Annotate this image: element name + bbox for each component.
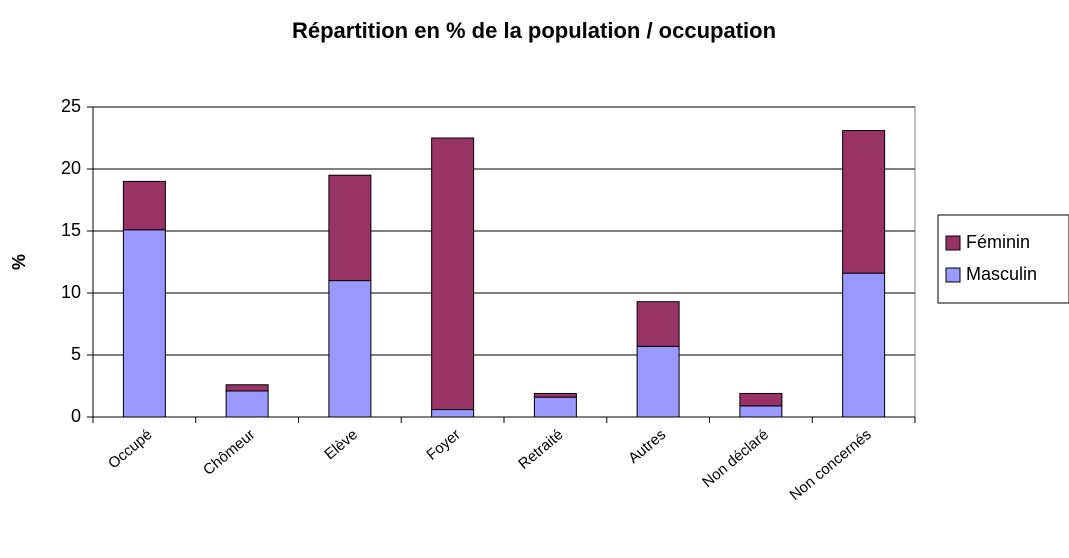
x-tick-label: Occupé	[105, 426, 156, 472]
legend-box	[937, 214, 1069, 304]
legend-swatch	[945, 267, 961, 283]
y-tick-label: 10	[61, 282, 81, 302]
bar-segment	[533, 396, 577, 418]
y-tick-label: 20	[61, 158, 81, 178]
bar-segment	[225, 384, 269, 392]
x-tick-label: Chômeur	[200, 426, 258, 479]
bar-segment	[842, 272, 886, 418]
y-axis-label: %	[9, 254, 29, 270]
legend-label: Féminin	[966, 232, 1030, 252]
bar-segment	[122, 229, 166, 418]
bar-segment	[842, 130, 886, 274]
chart-title: Répartition en % de la population / occu…	[292, 18, 776, 43]
y-tick-label: 25	[61, 96, 81, 116]
legend-label: Masculin	[966, 264, 1037, 284]
x-tick-label: Elève	[321, 426, 361, 463]
plot-area	[92, 106, 916, 418]
bar-segment	[122, 180, 166, 231]
x-tick-label: Retraité	[515, 426, 566, 473]
bar-segment	[533, 392, 577, 398]
x-tick-label: Autres	[625, 426, 669, 467]
bar-segment	[739, 405, 783, 418]
x-tick-label: Foyer	[423, 426, 463, 464]
y-tick-label: 15	[61, 220, 81, 240]
bar-segment	[431, 137, 475, 411]
bar-segment	[636, 301, 680, 347]
x-tick-label: Non déclaré	[699, 426, 772, 491]
legend-swatch	[945, 235, 961, 251]
y-tick-label: 5	[71, 344, 81, 364]
x-tick-label: Non concernés	[787, 426, 875, 504]
bar-segment	[739, 392, 783, 407]
bar-segment	[431, 409, 475, 418]
y-tick-label: 0	[71, 406, 81, 426]
bar-segment	[636, 345, 680, 418]
bar-segment	[225, 390, 269, 418]
bar-segment	[328, 280, 372, 418]
bar-segment	[328, 174, 372, 282]
